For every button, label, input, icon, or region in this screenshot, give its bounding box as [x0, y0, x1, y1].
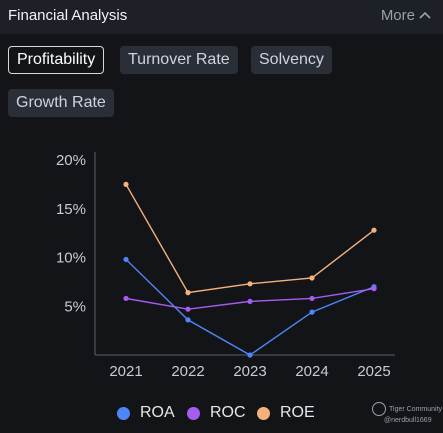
tab-solvency[interactable]: Solvency [251, 46, 332, 74]
header-bar: Financial Analysis More [0, 0, 443, 34]
x-tick-label: 2025 [357, 363, 390, 380]
legend-item-roc[interactable]: ROC [187, 404, 246, 422]
roc-dot-icon [187, 406, 200, 420]
tiger-logo-icon [372, 402, 386, 416]
roe-dot-icon [257, 406, 270, 420]
data-point-roc [247, 298, 253, 304]
data-point-roe [371, 227, 377, 233]
watermark-handle: @nerdbull1669 [384, 417, 432, 424]
x-tick-label: 2024 [295, 363, 328, 380]
tab-growth-rate[interactable]: Growth Rate [8, 89, 114, 117]
data-point-roa [247, 352, 253, 358]
data-point-roc [371, 286, 377, 292]
y-tick-label: 10% [56, 250, 86, 267]
data-point-roe [185, 290, 191, 296]
profitability-chart: 20% 15% 10% 5% 2021 2022 2023 2024 2025 [56, 152, 395, 380]
data-point-roa [309, 309, 315, 315]
series-line-roe [125, 184, 375, 294]
series-line-roa [125, 258, 375, 356]
roa-dot-icon [117, 406, 130, 420]
legend-label-roe: ROE [280, 404, 315, 421]
watermark-brand: Tiger Community [389, 405, 443, 413]
legend-label-roa: ROA [140, 404, 175, 421]
chevron-up-icon [419, 11, 431, 19]
x-tick-label: 2023 [233, 363, 266, 380]
tab-profitability[interactable]: Profitability [8, 46, 105, 74]
tab-turnover-rate[interactable]: Turnover Rate [120, 46, 238, 74]
data-point-roa [185, 317, 191, 323]
x-tick-label: 2021 [109, 363, 142, 380]
page-title: Financial Analysis [8, 7, 128, 24]
data-point-roe [309, 275, 315, 281]
data-point-roc [185, 306, 191, 312]
data-point-roe [247, 281, 253, 287]
data-point-roc [309, 295, 315, 302]
y-tick-label: 15% [56, 201, 86, 218]
more-button[interactable]: More [381, 7, 431, 24]
legend-label-roc: ROC [210, 404, 246, 421]
legend-item-roe[interactable]: ROE [257, 404, 315, 422]
more-label: More [380, 7, 415, 24]
data-point-roc [123, 295, 129, 302]
chart-legend: ROA ROC ROE [0, 404, 443, 428]
y-tick-label: 20% [56, 152, 86, 169]
y-tick-label: 5% [64, 298, 86, 315]
x-tick-label: 2022 [171, 363, 204, 380]
data-point-roe [123, 181, 129, 187]
legend-item-roa[interactable]: ROA [117, 404, 175, 422]
watermark: Tiger Community @nerdbull1669 [372, 402, 442, 425]
data-point-roa [123, 256, 129, 263]
